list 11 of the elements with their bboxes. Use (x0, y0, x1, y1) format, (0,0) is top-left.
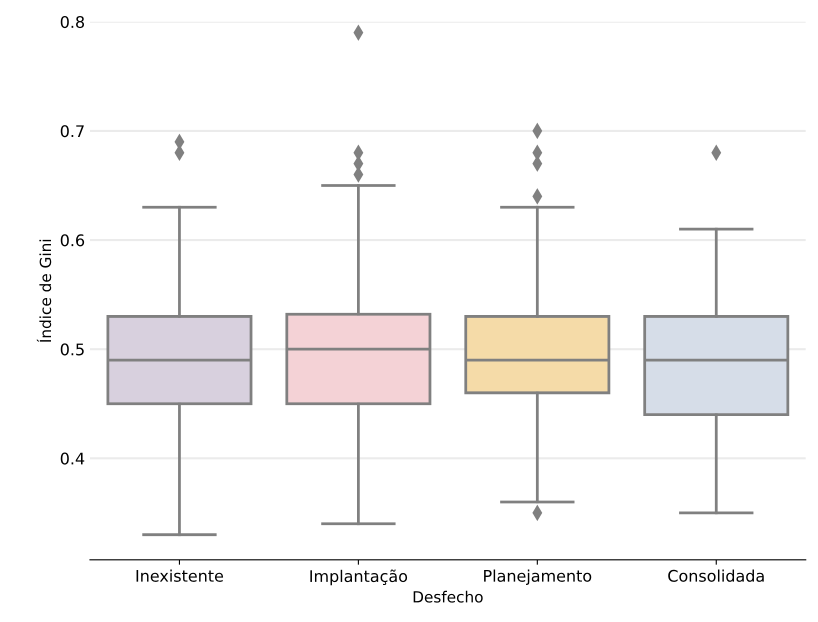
x-tick-label: Planejamento (484, 570, 592, 585)
y-tick-label: 0.5 (60, 343, 84, 356)
y-tick-label: 0.8 (60, 16, 84, 28)
y-axis-title: Índice de Gini (36, 240, 52, 342)
x-tick-label: Consolidada (668, 570, 764, 582)
x-tick-label: Implantação (310, 570, 408, 586)
y-tick-label: 0.6 (60, 234, 84, 246)
y-tick-label: 0.4 (60, 452, 84, 465)
x-tick-label: Inexistente (136, 570, 224, 582)
y-tick-label: 0.7 (60, 125, 84, 138)
x-axis-title: Desfecho (414, 590, 483, 603)
